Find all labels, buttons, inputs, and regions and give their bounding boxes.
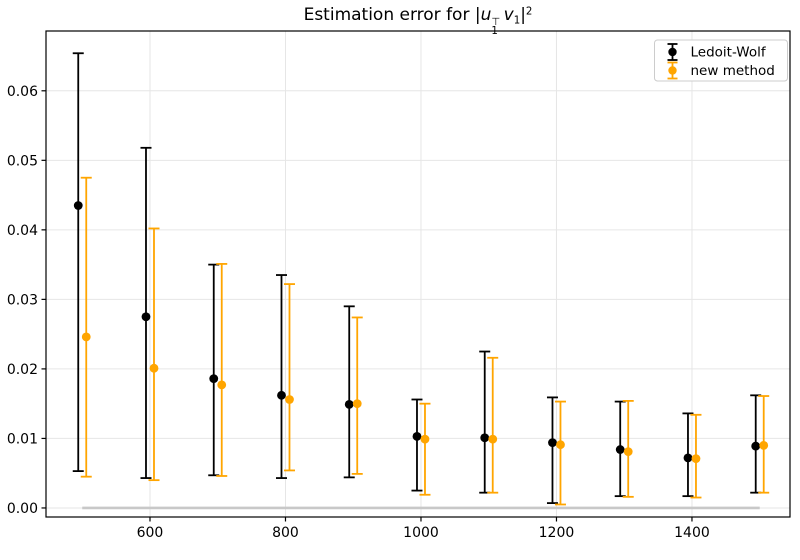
errorbar-point: [216, 263, 228, 477]
x-tick-label: 600: [137, 525, 164, 541]
data-point: [548, 438, 557, 448]
errorbar-point: [546, 396, 558, 504]
errorbar-point: [275, 274, 287, 479]
x-tick-label: 1000: [403, 525, 439, 541]
errorbar-point: [283, 283, 295, 472]
errorbar-point: [479, 350, 491, 494]
data-point: [412, 431, 422, 441]
series-new-method: [80, 176, 770, 506]
legend-label: Ledoit-Wolf: [691, 45, 767, 61]
data-point: [209, 374, 219, 384]
errorbar-point: [554, 400, 566, 506]
y-tick-label: 0.01: [7, 431, 38, 447]
title-script-stack: ⊤ 1: [491, 16, 501, 38]
data-point: [623, 447, 633, 457]
series-ledoit-wolf: [72, 52, 762, 504]
errorbar-point: [140, 146, 152, 479]
x-tick-label: 800: [272, 525, 299, 541]
errorbar-point: [487, 356, 499, 494]
title-segment: |: [520, 5, 526, 25]
title-segment: Estimation error for |: [303, 5, 481, 25]
legend: Ledoit-Wolf new method: [654, 39, 788, 82]
data-point: [759, 440, 769, 450]
errorbar-point: [690, 413, 702, 499]
legend-entry: new method: [667, 61, 775, 80]
chart-title: Estimation error for |u ⊤ 1 v1|2: [46, 5, 790, 37]
errorbar-point: [682, 412, 694, 498]
y-tick-label: 0.03: [7, 292, 38, 308]
y-tick-label: 0.04: [7, 223, 38, 239]
y-tick-label: 0.00: [7, 501, 38, 517]
errorbar-point: [148, 227, 160, 482]
data-point: [480, 433, 490, 443]
legend-entry: Ledoit-Wolf: [667, 43, 767, 61]
data-point: [615, 445, 625, 454]
errorbar-point: [208, 263, 220, 477]
data-point: [217, 380, 227, 390]
data-point: [285, 395, 294, 404]
y-axis: 0.00 0.01 0.02 0.03 0.04 0.05 0.06: [7, 84, 46, 517]
data-point: [141, 312, 151, 322]
x-tick-label: 1400: [674, 525, 710, 541]
title-segment: 1: [513, 15, 521, 27]
errorbar-point: [419, 402, 431, 496]
errorbar-point: [351, 316, 363, 475]
x-tick-label: 1200: [539, 525, 575, 541]
axes: [45, 30, 791, 518]
data-point: [344, 399, 354, 409]
data-point: [352, 399, 362, 409]
x-axis: 600 800 1000 1200 1400: [137, 517, 710, 541]
errorbar-point: [411, 398, 423, 492]
legend-marker-dot: [668, 47, 677, 57]
legend-box: [654, 39, 788, 82]
errorbar-point: [343, 305, 355, 479]
data-point: [691, 454, 701, 463]
data-point: [556, 440, 565, 450]
errorbar-point: [622, 399, 634, 498]
errorbar-point: [758, 395, 770, 494]
grid: [46, 31, 790, 517]
y-tick-label: 0.05: [7, 153, 38, 169]
data-point: [149, 363, 159, 373]
legend-label: new method: [691, 63, 775, 79]
data-point: [81, 332, 91, 342]
title-segment: 2: [525, 6, 533, 18]
axes-frame: [45, 30, 791, 518]
data-point: [751, 441, 761, 451]
errorbar-point: [72, 52, 84, 473]
y-tick-label: 0.02: [7, 362, 38, 378]
data-point: [420, 434, 430, 444]
data-point: [488, 434, 498, 444]
errorbar-point: [80, 176, 92, 478]
legend-marker-dot: [668, 66, 677, 75]
data-point: [683, 453, 693, 463]
errorbar-point: [614, 400, 626, 498]
title-segment: u: [480, 5, 492, 25]
data-point: [73, 201, 83, 210]
title-segment: v: [503, 5, 514, 25]
y-tick-label: 0.06: [7, 84, 38, 100]
data-point: [277, 390, 286, 400]
